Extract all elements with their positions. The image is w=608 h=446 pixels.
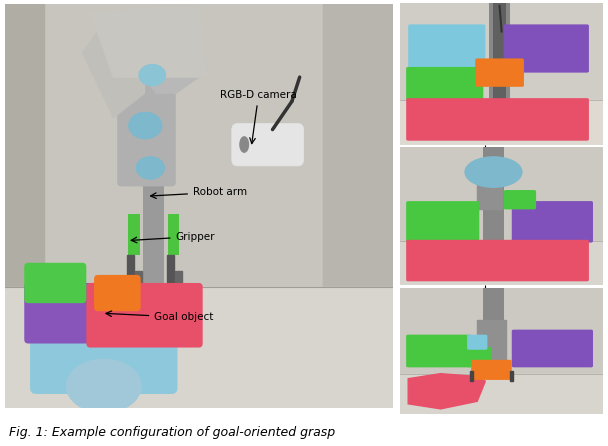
Polygon shape — [90, 4, 207, 77]
FancyBboxPatch shape — [406, 201, 479, 243]
Text: Goal object: Goal object — [106, 311, 213, 322]
FancyBboxPatch shape — [471, 360, 512, 380]
FancyBboxPatch shape — [467, 334, 488, 350]
FancyBboxPatch shape — [94, 275, 140, 311]
Bar — [128, 215, 140, 255]
FancyBboxPatch shape — [467, 347, 491, 368]
FancyBboxPatch shape — [117, 73, 176, 186]
FancyBboxPatch shape — [512, 330, 593, 368]
Bar — [470, 371, 473, 381]
Bar — [483, 288, 503, 361]
Bar — [400, 99, 603, 145]
FancyBboxPatch shape — [24, 263, 86, 303]
Bar — [494, 3, 506, 99]
Bar — [400, 241, 603, 285]
Ellipse shape — [66, 359, 141, 413]
Polygon shape — [408, 374, 485, 409]
Text: Fig. 1: Example configuration of goal-oriented grasp: Fig. 1: Example configuration of goal-or… — [9, 426, 335, 439]
Ellipse shape — [139, 65, 165, 86]
FancyBboxPatch shape — [503, 25, 589, 73]
Bar — [174, 271, 182, 291]
Ellipse shape — [240, 137, 249, 152]
Ellipse shape — [136, 157, 164, 179]
Bar — [5, 4, 44, 408]
Bar — [168, 215, 179, 255]
Bar — [135, 271, 142, 291]
Bar — [483, 147, 503, 244]
Text: Gripper: Gripper — [131, 231, 215, 243]
Ellipse shape — [465, 157, 522, 187]
Bar — [489, 3, 510, 103]
Polygon shape — [83, 21, 145, 117]
Bar — [127, 255, 134, 291]
Bar — [142, 142, 164, 295]
Text: Robot arm: Robot arm — [151, 187, 247, 198]
FancyBboxPatch shape — [232, 124, 303, 166]
Bar — [5, 287, 393, 408]
FancyBboxPatch shape — [408, 25, 485, 73]
FancyBboxPatch shape — [24, 283, 109, 343]
Bar — [400, 374, 603, 414]
FancyBboxPatch shape — [512, 201, 593, 243]
FancyBboxPatch shape — [86, 283, 202, 347]
Bar — [477, 320, 506, 376]
FancyBboxPatch shape — [503, 190, 536, 210]
Bar — [167, 255, 174, 291]
Text: RGB-D camera: RGB-D camera — [220, 90, 297, 144]
Polygon shape — [145, 12, 199, 93]
FancyBboxPatch shape — [406, 334, 471, 368]
Bar — [323, 4, 393, 408]
Bar — [477, 168, 502, 210]
FancyBboxPatch shape — [406, 240, 589, 281]
Ellipse shape — [129, 112, 162, 139]
FancyBboxPatch shape — [30, 293, 178, 394]
FancyBboxPatch shape — [475, 58, 524, 87]
FancyBboxPatch shape — [406, 67, 483, 101]
Bar — [510, 371, 513, 381]
FancyBboxPatch shape — [406, 98, 589, 140]
